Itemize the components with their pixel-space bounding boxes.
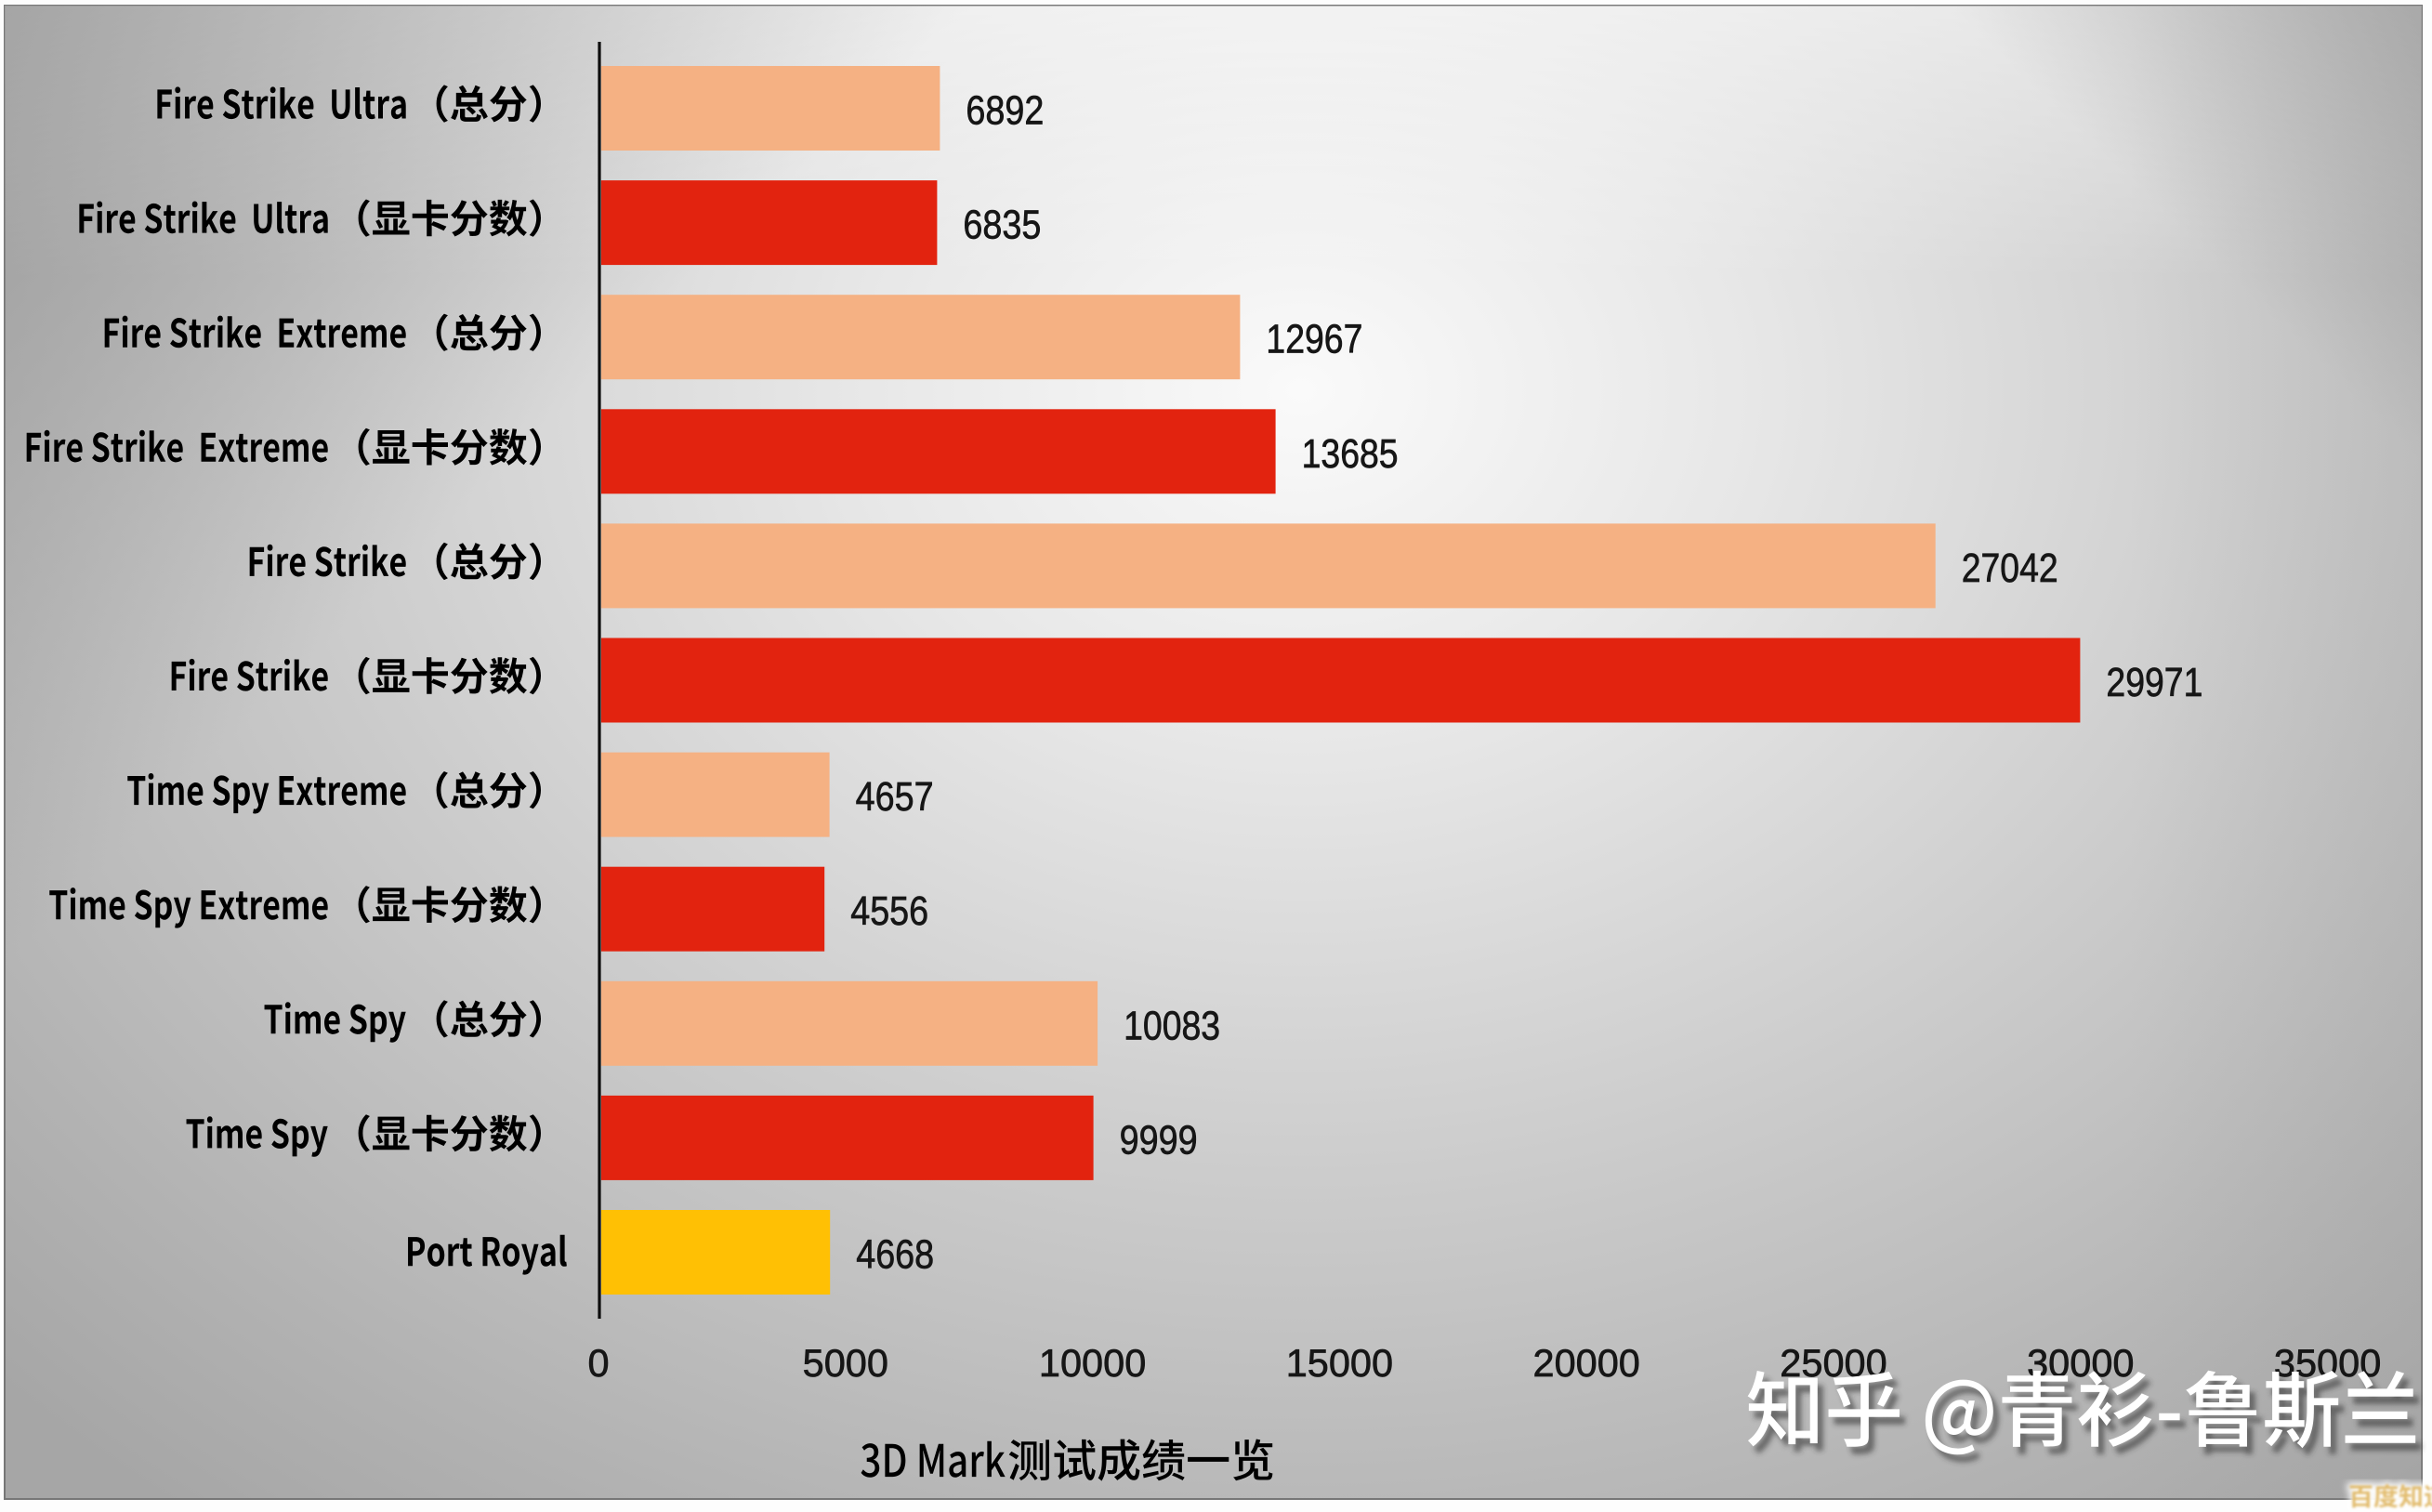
svg-text:5000: 5000 [803, 1341, 888, 1385]
svg-text:6835: 6835 [963, 203, 1041, 248]
svg-text:20000: 20000 [1532, 1341, 1639, 1385]
svg-text:25000: 25000 [1780, 1341, 1886, 1385]
svg-text:10083: 10083 [1124, 1003, 1220, 1048]
svg-text:15000: 15000 [1286, 1341, 1393, 1385]
svg-text:29971: 29971 [2106, 660, 2202, 705]
svg-text:0: 0 [587, 1341, 609, 1385]
svg-text:4657: 4657 [856, 774, 934, 820]
svg-text:6892: 6892 [966, 88, 1044, 134]
svg-text:12967: 12967 [1266, 317, 1362, 362]
svg-text:10000: 10000 [1039, 1341, 1146, 1385]
svg-text:9999: 9999 [1120, 1117, 1198, 1163]
svg-text:27042: 27042 [1962, 546, 2058, 591]
svg-text:4668: 4668 [856, 1232, 934, 1278]
svg-text:13685: 13685 [1302, 431, 1399, 477]
svg-text:4556: 4556 [850, 888, 928, 934]
